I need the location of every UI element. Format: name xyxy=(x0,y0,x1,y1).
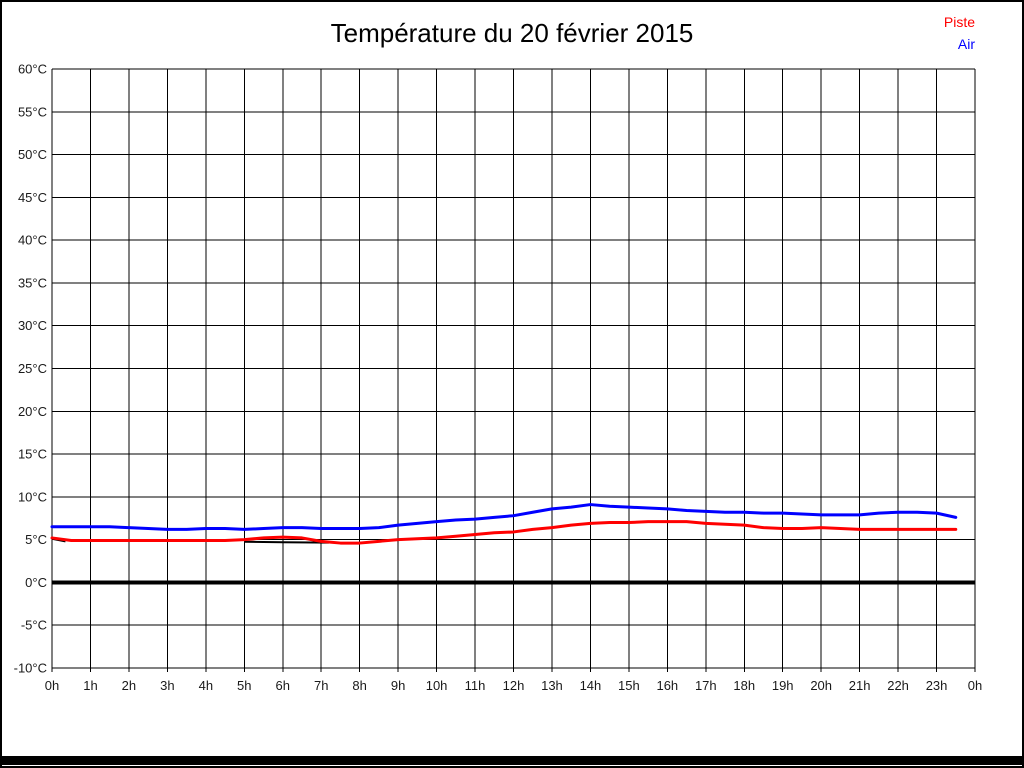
y-tick-label: 10°C xyxy=(18,489,47,504)
x-tick-label: 5h xyxy=(237,678,251,693)
legend-label-air: Air xyxy=(957,36,975,52)
y-tick-label: 5°C xyxy=(25,532,47,547)
y-tick-label: -5°C xyxy=(21,618,47,633)
y-tick-label: 60°C xyxy=(18,62,47,77)
x-tick-label: 21h xyxy=(849,678,871,693)
x-tick-label: 13h xyxy=(541,678,563,693)
series-air-line xyxy=(50,503,958,531)
x-tick-label: 7h xyxy=(314,678,328,693)
y-tick-label: 55°C xyxy=(18,104,47,119)
x-tick-label: 4h xyxy=(199,678,213,693)
y-tick-label: 15°C xyxy=(18,447,47,462)
x-tick-label: 0h xyxy=(45,678,59,693)
x-tick-label: 17h xyxy=(695,678,717,693)
x-tick-label: 1h xyxy=(83,678,97,693)
y-tick-label: -10°C xyxy=(14,661,47,676)
y-tick-label: 45°C xyxy=(18,190,47,205)
x-tick-label: 2h xyxy=(122,678,136,693)
x-tick-label: 0h xyxy=(968,678,982,693)
x-tick-label: 23h xyxy=(926,678,948,693)
y-tick-label: 35°C xyxy=(18,275,47,290)
x-tick-label: 9h xyxy=(391,678,405,693)
x-tick-label: 11h xyxy=(465,678,486,693)
x-tick-label: 14h xyxy=(580,678,602,693)
y-tick-label: 40°C xyxy=(18,233,47,248)
y-tick-label: 30°C xyxy=(18,318,47,333)
x-tick-label: 15h xyxy=(618,678,640,693)
footer-bar xyxy=(2,756,1022,765)
series-piste-line xyxy=(50,520,958,545)
x-tick-label: 10h xyxy=(426,678,448,693)
legend-item-piste: Piste xyxy=(944,11,975,33)
x-tick-label: 16h xyxy=(656,678,678,693)
x-tick-label: 19h xyxy=(772,678,794,693)
y-tick-label: 50°C xyxy=(18,147,47,162)
legend-label-piste: Piste xyxy=(943,14,975,30)
page-title: Température du 20 février 2015 xyxy=(330,18,694,48)
x-tick-label: 8h xyxy=(352,678,366,693)
x-tick-label: 18h xyxy=(733,678,755,693)
y-tick-label: 0°C xyxy=(25,575,47,590)
x-tick-label: 20h xyxy=(810,678,832,693)
x-tick-label: 6h xyxy=(276,678,290,693)
legend-item-air: Air xyxy=(944,33,975,55)
chart-legend: Piste Air xyxy=(944,11,975,55)
x-tick-label: 12h xyxy=(503,678,525,693)
x-tick-label: 22h xyxy=(887,678,909,693)
y-tick-label: 25°C xyxy=(18,361,47,376)
x-tick-label: 3h xyxy=(160,678,174,693)
y-tick-label: 20°C xyxy=(18,404,47,419)
unlabeled-black-trace xyxy=(244,540,329,544)
